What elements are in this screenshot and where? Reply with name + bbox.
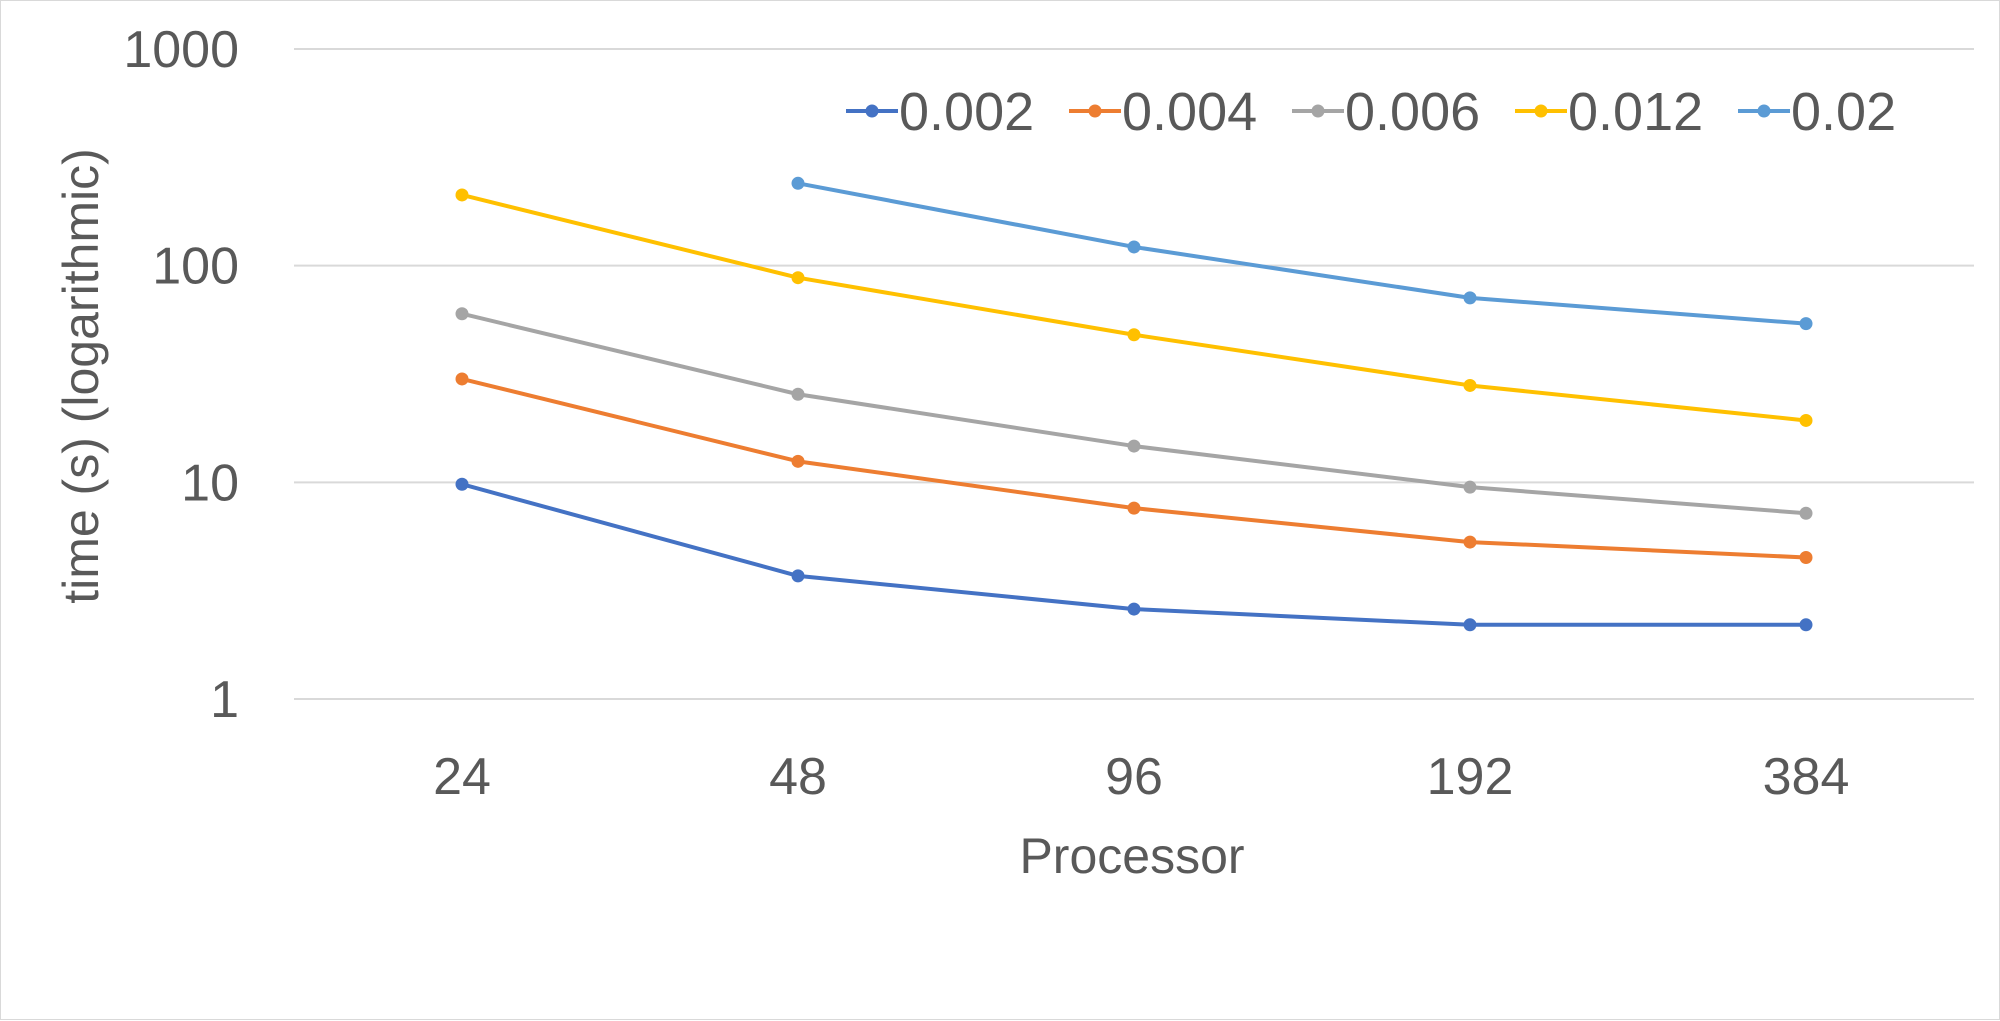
data-point [1463,291,1477,305]
x-axis-ticks: 24 48 96 192 384 [433,748,1849,806]
series-lines [455,176,1813,632]
legend-item: 0.002 [846,82,1034,142]
series-0.002 [455,477,1813,632]
x-tick-label: 384 [1763,748,1850,806]
data-point [791,176,805,190]
x-tick-label: 48 [769,748,827,806]
y-axis-title: time (s) (logarithmic) [53,148,109,604]
data-point [791,569,805,583]
x-tick-label: 24 [433,748,491,806]
series-0.012 [455,188,1813,427]
legend-marker [1757,104,1771,118]
legend-item: 0.004 [1069,82,1257,142]
data-point [791,271,805,285]
series-line [796,181,1808,326]
data-point [455,372,469,386]
data-point [1463,618,1477,632]
data-point [1463,378,1477,392]
legend-label: 0.006 [1345,82,1480,142]
data-point [455,477,469,491]
legend-label: 0.002 [899,82,1034,142]
legend-item: 0.006 [1292,82,1480,142]
data-point [1127,328,1141,342]
y-tick-label: 100 [152,238,239,296]
data-point [1799,413,1813,427]
x-tick-label: 96 [1105,748,1163,806]
data-point [791,387,805,401]
data-point [1799,317,1813,331]
legend-label: 0.02 [1791,82,1896,142]
data-point [1799,506,1813,520]
x-axis-title: Processor [1019,828,1244,884]
data-point [1463,480,1477,494]
legend-marker [1311,104,1325,118]
y-tick-label: 10 [181,454,239,512]
y-tick-label: 1000 [123,21,239,79]
legend-marker [1534,104,1548,118]
legend-item: 0.012 [1515,82,1703,142]
legend-marker [865,104,879,118]
y-tick-label: 1 [210,671,239,729]
data-point [1127,240,1141,254]
data-point [1799,618,1813,632]
data-point [1799,550,1813,564]
legend-label: 0.004 [1122,82,1257,142]
legend-marker [1088,104,1102,118]
data-point [455,307,469,321]
legend-item: 0.02 [1738,82,1896,142]
series-0.004 [455,372,1813,564]
data-point [1127,501,1141,515]
series-line [460,376,1808,560]
y-axis-ticks: 1 10 100 1000 [123,21,239,729]
series-0.02 [791,176,1813,331]
data-point [1463,535,1477,549]
data-point [1127,602,1141,616]
legend: 0.002 0.004 0.006 0.012 0.02 [846,82,1896,142]
data-point [455,188,469,202]
series-0.006 [455,307,1813,520]
x-tick-label: 192 [1427,748,1514,806]
data-point [1127,439,1141,453]
legend-label: 0.012 [1568,82,1703,142]
gridlines [294,48,1974,700]
data-point [791,454,805,468]
